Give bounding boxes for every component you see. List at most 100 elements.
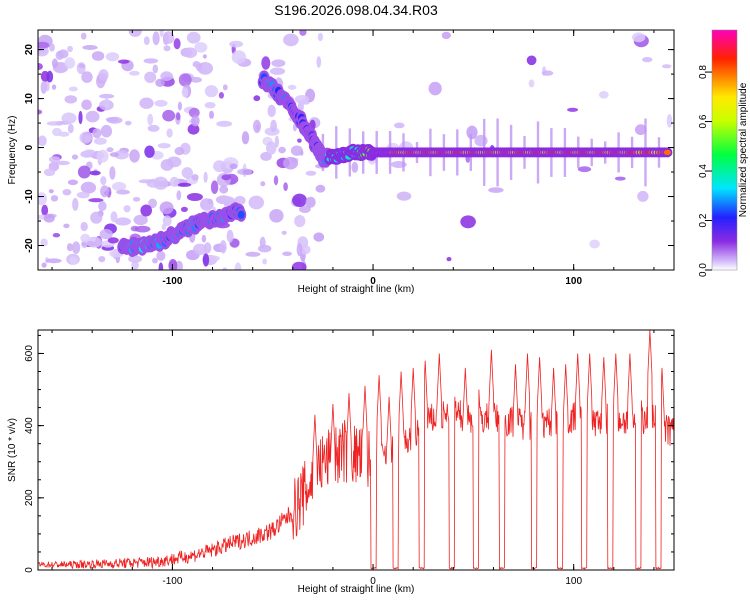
- spectral-speckle: [48, 156, 61, 163]
- spectral-speckle: [52, 127, 62, 137]
- spectral-speckle: [85, 110, 100, 123]
- spectral-speckle: [99, 93, 115, 99]
- spectral-speckle: [241, 131, 250, 145]
- spectral-speckle: [129, 149, 140, 163]
- spectral-speckle: [661, 64, 672, 69]
- spectral-speckle: [219, 185, 229, 194]
- spectral-speckle: [186, 193, 203, 201]
- spectral-speckle: [38, 135, 47, 147]
- spectral-speckle: [598, 91, 609, 99]
- spectral-speckle: [166, 156, 182, 168]
- spectral-speckle: [162, 31, 175, 44]
- spectral-speckle: [299, 244, 311, 255]
- spectral-speckle: [49, 43, 55, 52]
- spectral-speckle: [38, 41, 50, 49]
- spectral-speckle: [577, 166, 592, 173]
- spectral-speckle: [267, 104, 276, 118]
- spectral-speckle: [71, 241, 81, 254]
- spectral-speckle: [129, 70, 140, 76]
- spectral-speckle: [181, 167, 193, 179]
- spectral-speckle: [305, 170, 317, 176]
- spectral-speckle: [642, 57, 653, 63]
- spectral-speckle: [270, 119, 277, 133]
- spectral-speckle: [41, 204, 49, 217]
- spectral-speckle: [147, 113, 154, 126]
- spectral-speckle: [260, 181, 266, 187]
- spectral-speckle: [45, 258, 62, 264]
- spectral-speckle: [61, 112, 77, 124]
- spectral-speckle: [40, 238, 48, 247]
- spectral-speckle: [191, 174, 199, 181]
- chart-title: S196.2026.098.04.34.R03: [274, 2, 438, 18]
- spectral-speckle: [133, 214, 148, 226]
- spectral-speckle: [291, 261, 307, 270]
- spectral-speckle: [259, 236, 266, 249]
- spectral-speckle: [110, 211, 118, 223]
- spectral-speckle: [81, 71, 93, 83]
- spectral-speckle: [43, 168, 56, 177]
- spectral-speckle: [71, 154, 79, 160]
- spectral-speckle: [282, 251, 292, 257]
- y-tick-label: -20: [24, 238, 35, 253]
- snr-series-line: [38, 330, 674, 570]
- spectral-speckle: [253, 95, 261, 102]
- spectral-speckle: [88, 198, 104, 203]
- spectral-speckle: [474, 134, 488, 147]
- spectral-speckle: [488, 187, 504, 193]
- spectrogram-x-axis-label: Height of straight line (km): [298, 284, 415, 295]
- x-tick-label: -100: [162, 576, 182, 587]
- colorbar-tick-label: 0.8: [698, 65, 709, 79]
- spectrogram-heatmap: [38, 30, 673, 270]
- spectral-speckle: [190, 76, 203, 83]
- spectral-speckle: [157, 143, 171, 149]
- spectral-speckle: [248, 195, 264, 210]
- spectral-speckle: [38, 109, 43, 115]
- spectral-speckle: [203, 171, 208, 183]
- ridge-core: [237, 210, 245, 219]
- spectral-speckle: [195, 63, 203, 71]
- spectral-speckle: [134, 225, 151, 233]
- snr-y-axis-label: SNR (10 * v/v): [7, 418, 18, 482]
- y-tick-label: -10: [24, 189, 35, 204]
- spectral-speckle: [139, 97, 154, 109]
- spectral-speckle: [237, 168, 253, 176]
- spectral-speckle: [176, 112, 181, 121]
- spectral-speckle: [131, 260, 139, 270]
- spectral-speckle: [299, 150, 304, 156]
- spectral-speckle: [163, 45, 171, 52]
- spectral-speckle: [466, 125, 478, 140]
- spectral-speckle: [76, 191, 90, 199]
- spectral-speckle: [105, 52, 120, 62]
- spectral-speckle: [83, 149, 95, 155]
- spectral-speckle: [317, 32, 323, 42]
- spectral-speckle: [234, 262, 242, 270]
- spectral-speckle: [226, 229, 234, 243]
- spectral-speckle: [153, 176, 169, 190]
- spectral-speckle: [271, 59, 286, 67]
- spectral-speckle: [80, 221, 88, 232]
- spectral-speckle: [144, 71, 157, 84]
- spectral-speckle: [148, 198, 158, 209]
- spectral-speckle: [147, 124, 160, 132]
- spectral-speckle: [100, 185, 110, 198]
- spectral-speckle: [154, 99, 168, 107]
- spectral-speckle: [107, 237, 119, 244]
- spectral-speckle: [174, 147, 185, 156]
- spectral-speckle: [204, 102, 216, 109]
- spectral-speckle: [64, 95, 78, 104]
- spectral-speckle: [89, 170, 101, 176]
- spectral-speckle: [316, 56, 322, 68]
- spectral-speckle: [69, 256, 78, 265]
- spectral-speckle: [152, 64, 159, 74]
- spectral-speckle: [158, 262, 164, 270]
- ridge-core: [663, 149, 671, 155]
- spectral-speckle: [50, 195, 59, 202]
- spectral-speckle: [231, 50, 247, 64]
- spectral-speckle: [38, 63, 43, 70]
- spectral-speckle: [193, 243, 207, 255]
- spectral-speckle: [589, 239, 600, 249]
- spectral-speckle: [92, 128, 102, 139]
- spectral-speckle: [299, 205, 311, 214]
- spectral-speckle: [100, 176, 107, 186]
